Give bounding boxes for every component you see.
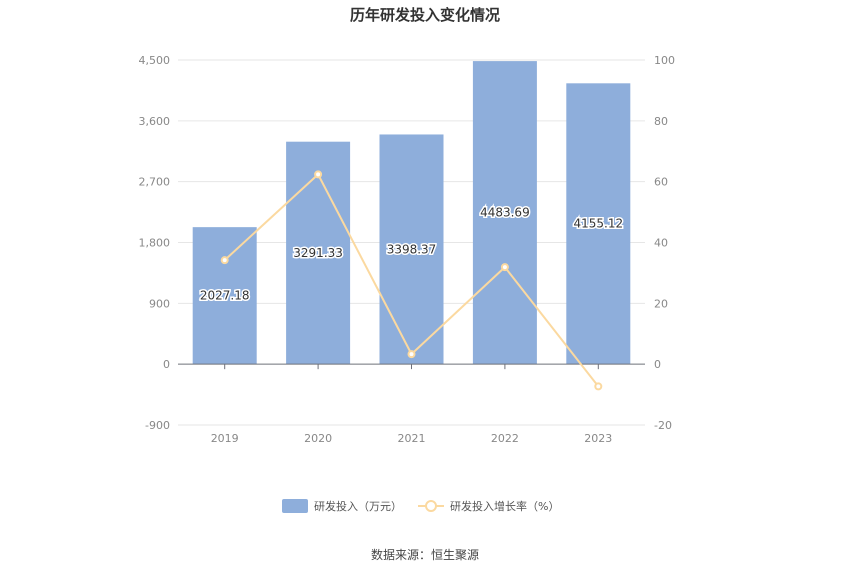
legend-label-bar: 研发投入（万元） [314, 499, 402, 513]
bar-data-label: 4155.12 [573, 217, 623, 231]
legend-label-line: 研发投入增长率（%） [450, 499, 559, 513]
bar-data-label: 2027.18 [200, 289, 250, 303]
chart-title: 历年研发投入变化情况 [350, 6, 500, 24]
y-left-tick-label: 1,800 [139, 237, 171, 250]
y-right-tick-label: 0 [654, 358, 661, 371]
bar [379, 134, 444, 365]
y-right-tick-label: 60 [654, 176, 668, 189]
data-source: 数据来源：恒生聚源 [371, 547, 479, 562]
line-series [220, 170, 603, 391]
bar [286, 141, 351, 365]
bar-data-label: 4483.69 [480, 206, 530, 220]
legend[interactable]: 研发投入（万元） 研发投入增长率（%） [282, 499, 559, 513]
line-point [594, 382, 603, 391]
y-right-tick-label: 80 [654, 115, 668, 128]
y-left-tick-label: 2,700 [139, 176, 171, 189]
y-right-tick-label: -20 [654, 419, 672, 432]
legend-marker-swatch [425, 500, 437, 512]
y-right-tick-label: 40 [654, 237, 668, 250]
line-point [314, 170, 323, 179]
right-axis-ticks: 100 80 60 40 20 0 -20 [654, 54, 675, 432]
y-right-tick-label: 20 [654, 297, 668, 310]
y-left-tick-label: 0 [163, 358, 170, 371]
x-tick-label: 2022 [491, 432, 519, 445]
x-axis: 2019 2020 2021 2022 2023 [178, 363, 645, 445]
bar-data-label: 3398.37 [387, 242, 437, 256]
left-axis-ticks: 4,500 3,600 2,700 1,800 900 0 -900 [139, 54, 171, 432]
bar-data-labels: 2027.18 3291.33 3398.37 4483.69 4155.12 [198, 204, 624, 304]
x-tick-label: 2019 [211, 432, 239, 445]
legend-bar-swatch [282, 499, 308, 513]
line-point [220, 256, 229, 265]
y-left-tick-label: 3,600 [139, 115, 171, 128]
legend-item-bar[interactable]: 研发投入（万元） [282, 499, 402, 513]
y-left-tick-label: 4,500 [139, 54, 171, 67]
x-tick-label: 2020 [304, 432, 332, 445]
x-tick-label: 2023 [584, 432, 612, 445]
bar [472, 61, 537, 365]
bar [566, 83, 631, 365]
y-right-tick-label: 100 [654, 54, 675, 67]
y-left-tick-label: -900 [145, 419, 170, 432]
bar-data-label: 3291.33 [293, 246, 343, 260]
bar-series [192, 61, 631, 365]
line-point [500, 263, 509, 272]
bar [192, 227, 257, 365]
y-left-tick-label: 900 [149, 297, 170, 310]
line-point [407, 350, 416, 359]
x-tick-label: 2021 [398, 432, 426, 445]
legend-item-line[interactable]: 研发投入增长率（%） [418, 499, 559, 513]
